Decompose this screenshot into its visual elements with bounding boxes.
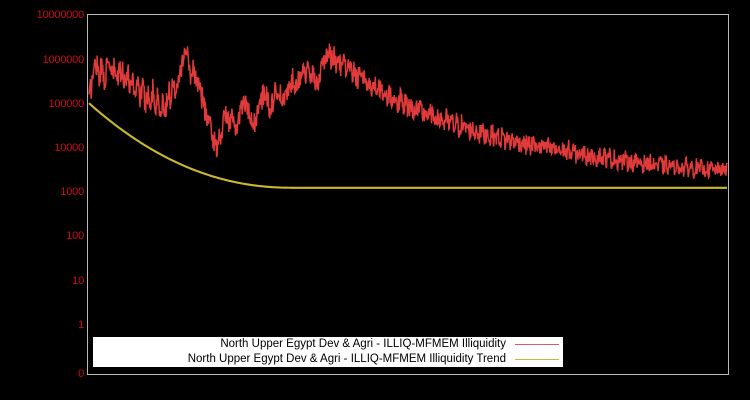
trend-line — [88, 102, 728, 189]
legend-sample-series-icon — [515, 344, 559, 345]
y-tick-label-0: 0 — [78, 368, 84, 380]
legend[interactable]: North Upper Egypt Dev & Agri - ILLIQ-MFM… — [93, 337, 563, 367]
legend-label-series: North Upper Egypt Dev & Agri - ILLIQ-MFM… — [220, 338, 506, 350]
y-tick-label-1: 1 — [78, 319, 84, 331]
plot-area — [87, 14, 729, 375]
y-tick-label-1000: 1000 — [60, 186, 84, 198]
legend-entry-trend[interactable]: North Upper Egypt Dev & Agri - ILLIQ-MFM… — [93, 352, 563, 367]
y-tick-label-10000000: 10000000 — [36, 9, 85, 21]
y-tick-label-100: 100 — [66, 230, 84, 242]
legend-entry-series[interactable]: North Upper Egypt Dev & Agri - ILLIQ-MFM… — [93, 337, 563, 352]
y-axis-labels: 10000000 1000000 100000 10000 1000 100 1… — [0, 0, 85, 400]
y-tick-label-10: 10 — [72, 275, 84, 287]
y-tick-label-10000: 10000 — [54, 142, 84, 154]
legend-sample-trend-icon — [515, 359, 559, 360]
legend-label-trend: North Upper Egypt Dev & Agri - ILLIQ-MFM… — [187, 353, 506, 365]
plot-svg — [88, 43, 728, 189]
series-line — [88, 43, 728, 181]
y-tick-label-100000: 100000 — [48, 98, 84, 110]
y-tick-label-1000000: 1000000 — [42, 54, 85, 66]
